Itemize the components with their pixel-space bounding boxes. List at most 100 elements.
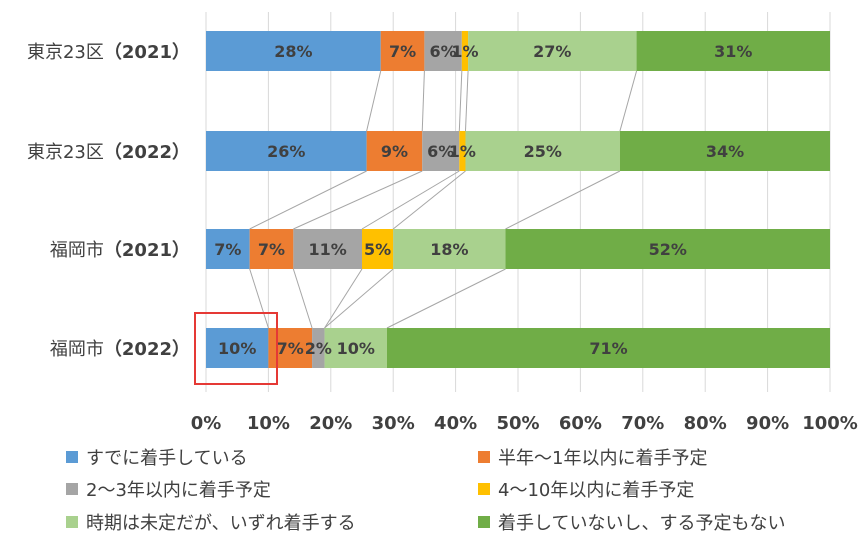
bar-data-labels: 28% 7% 6%1% 27% 31%26% 9% 6%1% 25% 34%7% 7% 11% 5% 1… [214, 42, 752, 358]
bar-segment [465, 131, 620, 171]
x-tick-label: 80% [683, 413, 727, 434]
x-tick-label: 70% [621, 413, 665, 434]
x-tick-label: 50% [496, 413, 540, 434]
bar-segment [206, 131, 367, 171]
bar-segment [249, 229, 294, 269]
x-tick-label: 20% [309, 413, 353, 434]
series-line [392, 170, 466, 230]
category-place: 福岡市 [49, 339, 104, 360]
legend-swatch [478, 483, 490, 495]
bar-segment [393, 229, 506, 269]
category-year: （2022） [103, 142, 190, 163]
bar-segment [459, 131, 466, 171]
series-lines [249, 70, 638, 329]
x-tick-label: 0% [190, 413, 222, 434]
series-line [458, 70, 463, 132]
legend-label: 2〜3年以内に着手予定 [86, 480, 271, 501]
series-line [386, 268, 506, 329]
data-label: 31% [714, 42, 752, 61]
legend-item: 4〜10年以内に着手予定 [478, 476, 694, 502]
series-line [464, 70, 469, 132]
series-line [324, 268, 363, 329]
bars [206, 31, 830, 368]
bar-segment [636, 31, 830, 71]
bar-segment [366, 131, 423, 171]
bar-segment [468, 31, 637, 71]
series-line [505, 170, 621, 230]
category-year: （2022） [103, 339, 190, 360]
data-label: 10% [337, 339, 375, 358]
legend-label: 着手していないし、する予定もない [498, 513, 786, 534]
legend-item: 半年〜1年以内に着手予定 [478, 444, 707, 470]
bar-segment [206, 229, 250, 269]
series-line [366, 70, 382, 132]
bar-segment [293, 229, 362, 269]
data-label: 18% [430, 240, 468, 259]
data-label: 5% [364, 240, 391, 259]
data-label: 11% [309, 240, 347, 259]
legend-swatch [478, 451, 490, 463]
x-tick-label: 10% [246, 413, 290, 434]
bar-segment [461, 31, 469, 71]
data-label: 1% [449, 142, 476, 161]
x-tick-label: 60% [558, 413, 602, 434]
series-line [293, 170, 423, 230]
data-label: 7% [277, 339, 304, 358]
legend-label: 時期は未定だが、いずれ着手する [86, 513, 356, 534]
bar-segment [206, 31, 381, 71]
data-label: 28% [274, 42, 312, 61]
x-tick-label: 40% [434, 413, 478, 434]
series-line [361, 170, 460, 230]
category-place: 東京23区 [26, 42, 104, 63]
legend-item: 着手していないし、する予定もない [478, 509, 785, 535]
x-tick-label: 100% [802, 413, 858, 434]
bar-segment [386, 328, 830, 368]
bar-segment [424, 31, 462, 71]
data-label: 52% [649, 240, 687, 259]
data-label: 1% [451, 42, 478, 61]
series-line [324, 268, 394, 329]
legend-label: すでに着手している [86, 448, 248, 469]
legend-swatch [66, 483, 78, 495]
bar-segment [619, 131, 830, 171]
category-label: 東京23区（2022） [0, 138, 190, 164]
data-label: 34% [706, 142, 744, 161]
category-label: 福岡市（2022） [0, 335, 190, 361]
data-label: 71% [589, 339, 627, 358]
data-label: 2% [305, 339, 332, 358]
highlight [194, 312, 278, 385]
data-label: 25% [524, 142, 562, 161]
data-label: 6% [427, 142, 454, 161]
highlight-box [194, 312, 278, 385]
series-line [249, 170, 367, 230]
legend-swatch [478, 516, 490, 528]
category-year: （2021） [103, 240, 190, 261]
bar-segment [362, 229, 394, 269]
x-tick-label: 90% [746, 413, 790, 434]
category-place: 福岡市 [49, 240, 104, 261]
category-place: 東京23区 [26, 142, 104, 163]
data-label: 10% [218, 339, 256, 358]
data-label: 26% [267, 142, 305, 161]
bar-segment [505, 229, 830, 269]
category-label: 福岡市（2021） [0, 236, 190, 262]
series-line [619, 70, 638, 132]
bar-segment [324, 328, 387, 368]
data-label: 9% [381, 142, 408, 161]
bar-segment [206, 328, 269, 368]
legend-label: 4〜10年以内に着手予定 [498, 480, 695, 501]
bar-segment [422, 131, 460, 171]
data-label: 27% [533, 42, 571, 61]
data-label: 7% [214, 240, 241, 259]
category-year: （2021） [103, 42, 190, 63]
legend-swatch [66, 451, 78, 463]
legend-label: 半年〜1年以内に着手予定 [498, 448, 708, 469]
bar-segment [312, 328, 325, 368]
series-line [421, 70, 425, 132]
series-line [249, 268, 269, 329]
data-label: 7% [389, 42, 416, 61]
legend-item: 時期は未定だが、いずれ着手する [66, 509, 356, 535]
data-label: 6% [430, 42, 457, 61]
legend-item: 2〜3年以内に着手予定 [66, 476, 271, 502]
